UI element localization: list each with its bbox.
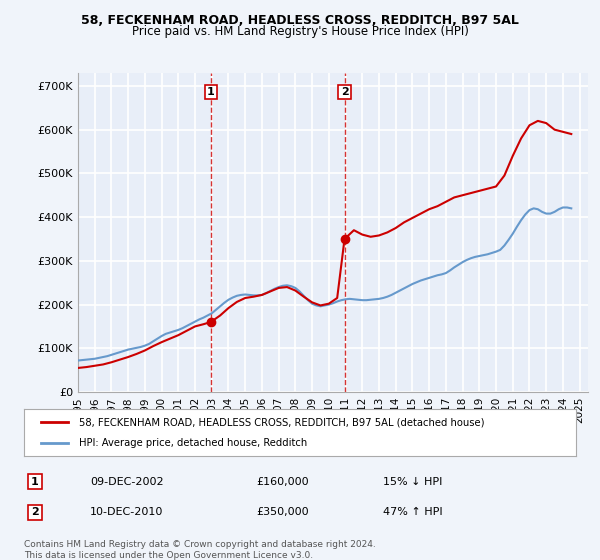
Text: 58, FECKENHAM ROAD, HEADLESS CROSS, REDDITCH, B97 5AL: 58, FECKENHAM ROAD, HEADLESS CROSS, REDD… [81, 14, 519, 27]
Text: 1: 1 [207, 87, 215, 97]
Text: 1: 1 [31, 477, 39, 487]
Text: 58, FECKENHAM ROAD, HEADLESS CROSS, REDDITCH, B97 5AL (detached house): 58, FECKENHAM ROAD, HEADLESS CROSS, REDD… [79, 417, 485, 427]
Text: 15% ↓ HPI: 15% ↓ HPI [383, 477, 442, 487]
Text: 47% ↑ HPI: 47% ↑ HPI [383, 507, 442, 517]
Text: Price paid vs. HM Land Registry's House Price Index (HPI): Price paid vs. HM Land Registry's House … [131, 25, 469, 38]
Text: 09-DEC-2002: 09-DEC-2002 [90, 477, 164, 487]
Text: 10-DEC-2010: 10-DEC-2010 [90, 507, 164, 517]
Text: HPI: Average price, detached house, Redditch: HPI: Average price, detached house, Redd… [79, 438, 307, 448]
Text: 2: 2 [341, 87, 349, 97]
Text: 2: 2 [31, 507, 39, 517]
Text: £350,000: £350,000 [256, 507, 308, 517]
Text: Contains HM Land Registry data © Crown copyright and database right 2024.
This d: Contains HM Land Registry data © Crown c… [24, 540, 376, 560]
Text: £160,000: £160,000 [256, 477, 308, 487]
